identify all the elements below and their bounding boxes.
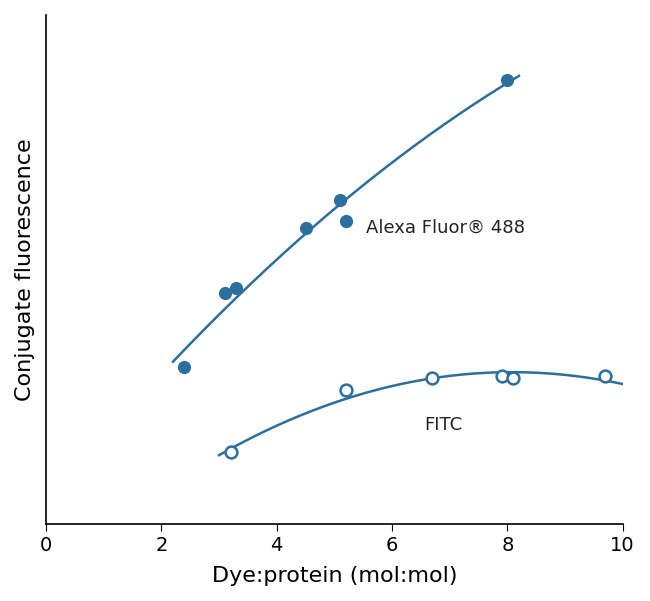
Point — [502, 75, 513, 85]
Point — [179, 362, 190, 371]
Point — [335, 195, 345, 205]
Point — [231, 283, 242, 293]
Point — [341, 216, 351, 226]
Point — [497, 371, 507, 381]
Text: FITC: FITC — [424, 416, 462, 434]
X-axis label: Dye:protein (mol:mol): Dye:protein (mol:mol) — [212, 566, 457, 586]
Point — [427, 373, 437, 383]
Point — [220, 288, 230, 297]
Point — [226, 448, 236, 457]
Point — [600, 371, 610, 381]
Point — [300, 223, 311, 233]
Y-axis label: Conjugate fluorescence: Conjugate fluorescence — [15, 138, 35, 401]
Text: Alexa Fluor® 488: Alexa Fluor® 488 — [366, 219, 525, 237]
Point — [341, 385, 351, 395]
Point — [508, 373, 518, 383]
